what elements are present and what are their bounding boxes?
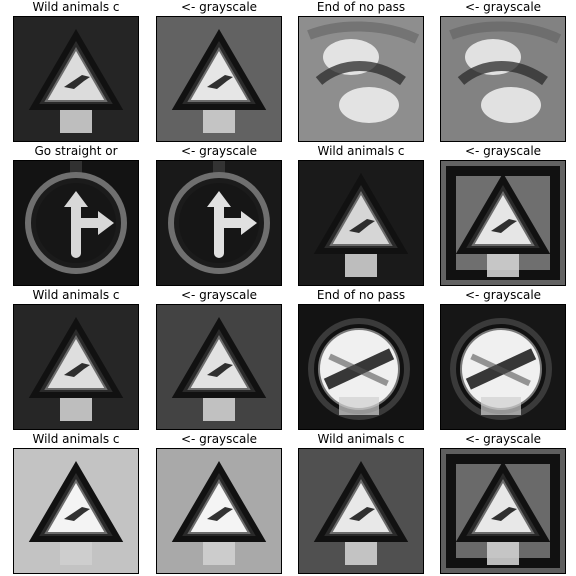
tile-title: <- grayscale xyxy=(464,288,542,302)
sign-image-svg xyxy=(441,17,565,141)
sign-image-svg xyxy=(14,17,138,141)
grid-tile: <- grayscale xyxy=(156,432,282,576)
sign-image xyxy=(298,304,424,430)
grid-tile: Wild animals c xyxy=(13,0,139,144)
tile-title: Go straight or xyxy=(34,144,118,158)
sign-image-svg xyxy=(157,17,281,141)
tile-title: End of no pass xyxy=(316,288,406,302)
sign-image-svg xyxy=(299,305,423,429)
tile-title: <- grayscale xyxy=(180,432,258,446)
tile-title: End of no pass xyxy=(316,0,406,14)
sign-image-svg xyxy=(299,17,423,141)
sign-image xyxy=(13,448,139,574)
tile-title: Wild animals c xyxy=(32,432,120,446)
grid-tile: <- grayscale xyxy=(440,288,566,432)
sign-image xyxy=(156,160,282,286)
sign-image-svg xyxy=(14,305,138,429)
tile-title: <- grayscale xyxy=(180,144,258,158)
sign-image xyxy=(156,448,282,574)
sign-image-svg xyxy=(157,161,281,285)
tile-title: Wild animals c xyxy=(32,0,120,14)
tile-title: <- grayscale xyxy=(180,288,258,302)
grid-tile: Go straight or xyxy=(13,144,139,288)
sign-image xyxy=(13,160,139,286)
grid-tile: Wild animals c xyxy=(298,432,424,576)
sign-image-svg xyxy=(441,305,565,429)
tile-title: <- grayscale xyxy=(464,144,542,158)
sign-image-svg xyxy=(299,449,423,573)
sign-image-svg xyxy=(14,449,138,573)
sign-image-svg xyxy=(441,449,565,573)
grid-tile: <- grayscale xyxy=(440,144,566,288)
tile-title: Wild animals c xyxy=(317,432,405,446)
sign-image-svg xyxy=(299,161,423,285)
sign-image-svg xyxy=(441,161,565,285)
tile-title: <- grayscale xyxy=(464,432,542,446)
sign-image xyxy=(298,16,424,142)
tile-title: Wild animals c xyxy=(32,288,120,302)
tile-title: <- grayscale xyxy=(180,0,258,14)
grid-tile: Wild animals c xyxy=(13,432,139,576)
sign-image xyxy=(13,304,139,430)
sign-image-svg xyxy=(14,161,138,285)
tile-title: Wild animals c xyxy=(317,144,405,158)
tile-title: <- grayscale xyxy=(464,0,542,14)
grid-tile: <- grayscale xyxy=(440,432,566,576)
grid-tile: End of no pass xyxy=(298,288,424,432)
sign-image xyxy=(440,160,566,286)
sign-image xyxy=(156,16,282,142)
sign-image xyxy=(298,448,424,574)
grid-tile: <- grayscale xyxy=(156,288,282,432)
sign-image xyxy=(156,304,282,430)
grid-tile: Wild animals c xyxy=(298,144,424,288)
grid-tile: <- grayscale xyxy=(440,0,566,144)
sign-image-svg xyxy=(157,449,281,573)
sign-image xyxy=(13,16,139,142)
sign-image xyxy=(440,304,566,430)
grid-tile: <- grayscale xyxy=(156,144,282,288)
sign-image xyxy=(440,448,566,574)
sign-image xyxy=(298,160,424,286)
grid-tile: Wild animals c xyxy=(13,288,139,432)
grid-tile: End of no pass xyxy=(298,0,424,144)
grid-tile: <- grayscale xyxy=(156,0,282,144)
sign-image xyxy=(440,16,566,142)
sign-image-svg xyxy=(157,305,281,429)
